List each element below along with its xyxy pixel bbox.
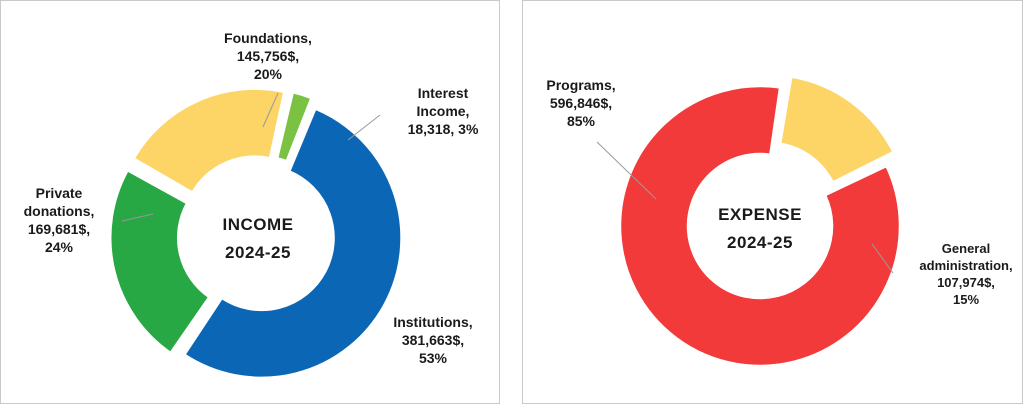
center-label-line: 2024-25: [225, 243, 291, 262]
data-label-programs: Programs, 596,846$, 85%: [546, 77, 615, 129]
leader-line-interest-income: [347, 114, 381, 141]
data-label-line: Institutions,: [393, 314, 472, 330]
data-label-line: 596,846$,: [550, 95, 612, 111]
slice-foundations-arc: [131, 87, 286, 195]
data-label-line: 107,974$,: [937, 275, 995, 290]
data-label-foundations: Foundations, 145,756$, 20%: [224, 30, 312, 82]
data-label-line: Programs,: [546, 77, 615, 93]
expense-chart-panel: Programs, 596,846$, 85% General administrati…: [522, 0, 1023, 404]
leader-line-private-donations: [121, 213, 154, 222]
data-label-line: 18,318, 3%: [408, 121, 479, 137]
data-label-institutions: Institutions, 381,663$, 53%: [393, 314, 472, 366]
center-label: INCOME 2024-25: [223, 215, 294, 262]
data-label-line: Private: [36, 185, 83, 201]
data-label-interest-income: Interest Income, 18,318, 3%: [408, 85, 479, 137]
data-label-line: donations,: [24, 203, 95, 219]
slice-interest-income: [275, 90, 314, 163]
slice-foundations: [131, 87, 286, 195]
slice-institutions: [182, 106, 403, 380]
data-label-line: 20%: [254, 66, 283, 82]
data-label-line: 381,663$,: [402, 332, 464, 348]
slice-general-administration-arc: [778, 75, 896, 185]
leader-line-programs: [596, 141, 657, 200]
slice-general-administration: [778, 75, 896, 185]
data-label-line: 24%: [45, 239, 74, 255]
data-label-general-administration: General administration, 107,974$, 15%: [919, 241, 1012, 307]
data-label-line: Interest: [418, 85, 469, 101]
center-label-line: 2024-25: [727, 233, 793, 252]
data-label-line: 85%: [567, 113, 596, 129]
data-label-line: 15%: [953, 292, 979, 307]
slice-private-donations-arc: [108, 168, 212, 355]
center-label: EXPENSE 2024-25: [718, 205, 802, 252]
center-label-line: EXPENSE: [718, 205, 802, 224]
slice-private-donations: [108, 168, 212, 355]
slice-programs-arc: [618, 84, 902, 368]
income-chart-panel: Institutions, 381,663$, 53% Private donation…: [0, 0, 500, 404]
data-label-line: General: [942, 241, 990, 256]
data-label-private-donations: Private donations, 169,681$, 24%: [24, 185, 95, 255]
leader-line-general-administration: [871, 243, 894, 274]
leader-line-foundations: [262, 92, 279, 128]
center-label-line: INCOME: [223, 215, 294, 234]
expense-donut-chart: Programs, 596,846$, 85% General administrati…: [546, 75, 1013, 368]
data-label-line: 145,756$,: [237, 48, 299, 64]
data-label-line: Income,: [417, 103, 470, 119]
data-label-line: 169,681$,: [28, 221, 90, 237]
data-label-line: administration,: [919, 258, 1012, 273]
income-donut-chart: Institutions, 381,663$, 53% Private donation…: [24, 30, 479, 380]
data-label-line: Foundations,: [224, 30, 312, 46]
slice-programs: [618, 84, 902, 368]
slice-institutions-arc: [182, 106, 403, 380]
data-label-line: 53%: [419, 350, 448, 366]
slice-interest-income-arc: [275, 90, 314, 163]
